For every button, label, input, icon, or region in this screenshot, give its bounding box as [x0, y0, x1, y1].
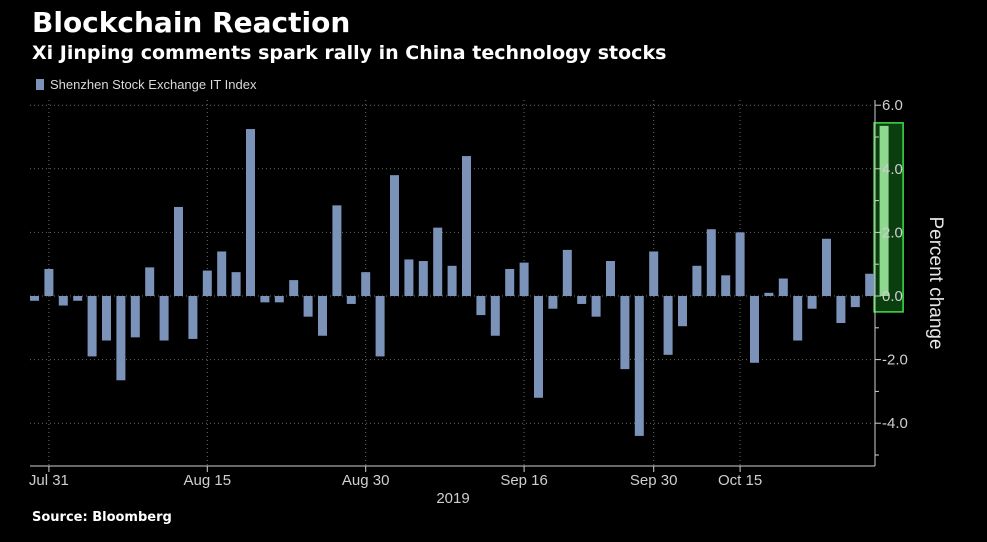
bar [87, 296, 97, 357]
source-note: Source: Bloomberg [32, 510, 172, 525]
bar [836, 296, 846, 324]
bar [865, 273, 875, 296]
bar [879, 125, 889, 297]
bar [505, 268, 515, 296]
bar [490, 296, 500, 336]
bar [30, 296, 39, 301]
bar [260, 296, 270, 303]
x-tick-label: Jul 31 [29, 472, 69, 489]
bar [721, 275, 731, 296]
legend: Shenzhen Stock Exchange IT Index [36, 77, 256, 92]
bar [692, 265, 702, 296]
bar [130, 296, 140, 338]
bar [807, 296, 817, 309]
bar [390, 175, 399, 296]
bar [102, 296, 111, 341]
y-axis-title: Percent change [925, 216, 946, 349]
y-tick-label: 6.0 [882, 97, 903, 114]
bar [58, 296, 68, 306]
x-tick-label: Sep 30 [630, 472, 678, 489]
bar [606, 261, 615, 296]
x-tick-label: Aug 15 [184, 472, 232, 489]
bar [850, 296, 860, 308]
bar [577, 296, 587, 304]
bar [678, 296, 687, 327]
bar [318, 296, 327, 336]
bar [73, 296, 83, 301]
bar [562, 249, 572, 296]
bar [591, 296, 601, 317]
bar [346, 296, 356, 304]
bar [375, 296, 385, 357]
bar [706, 229, 716, 296]
bar [174, 206, 183, 296]
bar [778, 278, 788, 296]
bar [246, 129, 255, 296]
bar [188, 296, 198, 339]
bar [462, 156, 471, 296]
bar [649, 251, 659, 296]
x-tick-label: Oct 15 [718, 472, 762, 489]
bar [822, 238, 831, 296]
bar [620, 296, 630, 370]
bar [634, 296, 644, 436]
chart-title: Blockchain Reaction [32, 6, 351, 39]
bar [231, 272, 241, 296]
bar [548, 296, 558, 309]
bar [217, 251, 227, 296]
bar [361, 272, 371, 296]
bar [44, 268, 54, 296]
bar [447, 265, 457, 296]
legend-label: Shenzhen Stock Exchange IT Index [50, 77, 257, 92]
bar [750, 296, 759, 363]
bar [476, 296, 486, 316]
bar [159, 296, 169, 341]
bar [202, 270, 212, 296]
bar [519, 262, 529, 296]
bar [404, 259, 414, 296]
chart-subtitle: Xi Jinping comments spark rally in China… [32, 42, 667, 64]
x-tick-label: Sep 16 [500, 472, 548, 489]
y-tick-label: -4.0 [882, 415, 908, 432]
y-tick-label: 4.0 [882, 161, 903, 178]
y-tick-label: 0.0 [882, 288, 903, 305]
bar [289, 280, 299, 296]
bar [116, 296, 126, 381]
bar [534, 296, 543, 398]
bar [145, 267, 155, 296]
bar [735, 232, 745, 296]
bar [764, 292, 774, 296]
bar [274, 296, 284, 303]
legend-swatch [36, 79, 44, 90]
x-tick-label: Aug 30 [342, 472, 390, 489]
y-tick-label: 2.0 [882, 224, 903, 241]
x-axis-title: 2019 [436, 490, 469, 507]
bar [303, 296, 313, 317]
bar [418, 261, 428, 296]
bar [793, 296, 803, 341]
bar [433, 227, 443, 296]
bar [332, 205, 342, 296]
bar [663, 296, 673, 355]
y-tick-label: -2.0 [882, 352, 908, 369]
